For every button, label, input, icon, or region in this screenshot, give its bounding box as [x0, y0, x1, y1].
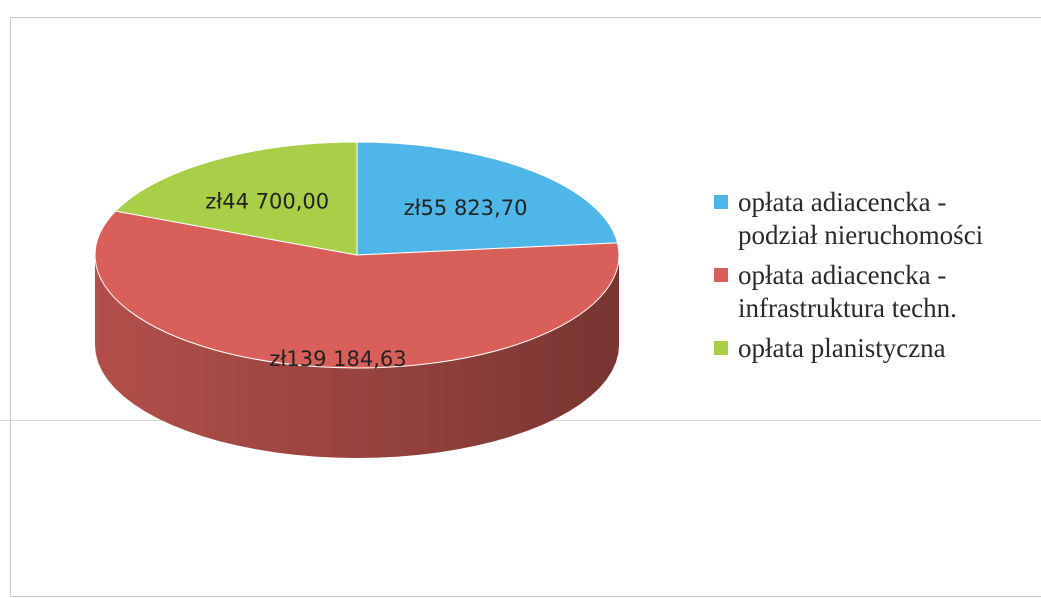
legend-item-infrastruktura: opłata adiacencka - infrastruktura techn… [712, 259, 1032, 325]
legend-swatch-blue-square-icon [714, 195, 728, 209]
legend-item-podzial: opłata adiacencka - podział nieruchomośc… [712, 186, 1032, 252]
legend-label-line2: infrastruktura techn. [738, 293, 957, 323]
frame-left-border [10, 17, 11, 597]
pie-slice-infrastruktura [94, 210, 620, 369]
data-label-infrastruktura: zł139 184,63 [269, 347, 406, 371]
legend-swatch-red-square-icon [714, 268, 728, 282]
legend-label-line1: opłata adiacencka - [738, 260, 947, 290]
chart-legend: opłata adiacencka - podział nieruchomośc… [712, 186, 1032, 372]
legend-label-line1: opłata planistyczna [738, 333, 946, 363]
pie-side-shade-infrastruktura [95, 255, 619, 458]
pie-slice-planistyczna [114, 141, 358, 256]
legend-item-planistyczna: opłata planistyczna [712, 332, 1032, 365]
legend-label-line2: podział nieruchomości [738, 220, 984, 250]
frame-bottom-border [10, 596, 1041, 597]
frame-top-border [10, 17, 1041, 18]
pie-side-group [95, 255, 619, 458]
pie-labels-group: zł55 823,70 zł139 184,63 zł44 700,00 [205, 190, 527, 371]
data-label-planistyczna: zł44 700,00 [205, 190, 329, 214]
data-label-podzial: zł55 823,70 [404, 196, 528, 220]
pie-slice-podzial [356, 141, 619, 256]
legend-swatch-green-square-icon [714, 341, 728, 355]
legend-label-line1: opłata adiacencka - [738, 187, 947, 217]
pie-top-group [94, 141, 620, 369]
